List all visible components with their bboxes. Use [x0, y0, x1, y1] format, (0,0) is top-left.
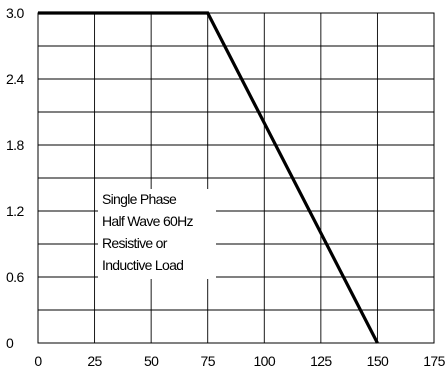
y-axis-tick-labels: 0 0.6 1.2 1.8 2.4 3.0: [6, 5, 25, 351]
annotation-line: Inductive Load: [102, 257, 183, 273]
annotation-line: Single Phase: [102, 191, 177, 207]
grid: [38, 13, 434, 343]
annotation-line: Resistive or: [102, 235, 168, 251]
plot-frame: [37, 12, 435, 344]
y-tick-label: 0.6: [6, 269, 24, 285]
x-tick-label: 100: [254, 353, 276, 369]
x-tick-label: 175: [423, 353, 445, 369]
series-layer: [38, 11, 379, 344]
annotation: Single Phase Half Wave 60Hz Resistive or In…: [98, 189, 216, 279]
series-line: [38, 11, 379, 344]
annotation-line: Half Wave 60Hz: [102, 213, 194, 229]
annotation-background: [98, 189, 216, 279]
x-tick-label: 0: [34, 353, 42, 369]
x-tick-label: 125: [310, 353, 332, 369]
y-tick-label: 1.2: [6, 203, 24, 219]
x-tick-label: 75: [201, 353, 216, 369]
y-tick-label: 1.8: [6, 137, 24, 153]
x-axis-tick-labels: 0 25 50 75 100 125 150 175: [34, 353, 446, 369]
y-tick-label: 2.4: [6, 71, 24, 87]
y-tick-label: 0: [6, 335, 14, 351]
y-tick-label: 3.0: [6, 5, 24, 21]
x-tick-label: 25: [87, 353, 102, 369]
x-tick-label: 50: [144, 353, 159, 369]
x-tick-label: 150: [367, 353, 389, 369]
